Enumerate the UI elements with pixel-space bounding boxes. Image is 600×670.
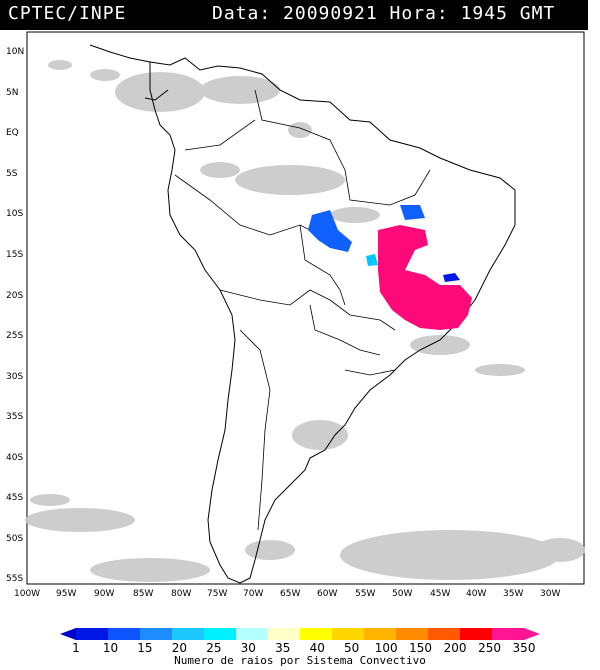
- colorbar-labels: 1 10 15 20 25 30 35 40 50 100 150 200 250 350: [72, 641, 535, 653]
- lon-label: 60W: [317, 589, 337, 599]
- lon-label: 70W: [243, 589, 263, 599]
- colorbar-swatch: [204, 628, 237, 640]
- lon-label: 50W: [392, 589, 412, 599]
- source-label: CPTEC/INPE: [8, 3, 127, 24]
- map-frame: [26, 31, 585, 585]
- colorbar-label: 100: [375, 641, 398, 653]
- lon-label: 45W: [430, 589, 450, 599]
- colorbar-label: 250: [478, 641, 501, 653]
- lon-label: 40W: [466, 589, 486, 599]
- colorbar-label: 50: [344, 641, 359, 653]
- lat-label: 50S: [6, 534, 23, 544]
- lat-label: 40S: [6, 453, 23, 463]
- lat-label: 5N: [6, 88, 18, 98]
- cloud-cover: [25, 60, 585, 582]
- lon-label: 80W: [171, 589, 191, 599]
- colorbar-swatch: [428, 628, 461, 640]
- colorbar: 1 10 15 20 25 30 35 40 50 100 150 200 250 350: [60, 628, 540, 653]
- lat-label: 55S: [6, 574, 23, 584]
- lat-label: 25S: [6, 331, 23, 341]
- colorbar-swatch: [396, 628, 429, 640]
- colorbar-label: 350: [513, 641, 536, 653]
- colorbar-swatch: [332, 628, 365, 640]
- country-borders: [174, 89, 431, 531]
- lightning-cell-blue-north: [400, 205, 425, 220]
- colorbar-arrow-right: [524, 628, 540, 640]
- coastlines: [89, 44, 516, 584]
- lightning-cell-blue-east: [443, 273, 460, 282]
- lat-label: EQ: [6, 128, 19, 138]
- colorbar-label: 150: [409, 641, 432, 653]
- colorbar-swatch: [172, 628, 205, 640]
- datetime-label: Data: 20090921 Hora: 1945 GMT: [212, 3, 556, 24]
- colorbar-swatch: [108, 628, 141, 640]
- longitude-labels: 100W 95W 90W 85W 80W 75W 70W 65W 60W 55W…: [14, 589, 560, 599]
- lightning-cell-cyan: [366, 254, 378, 266]
- lat-label: 45S: [6, 493, 23, 503]
- latitude-labels: 10N 5N EQ 5S 10S 15S 20S 25S 30S 35S 40S…: [6, 47, 24, 584]
- colorbar-swatch: [268, 628, 301, 640]
- lat-label: 35S: [6, 412, 23, 422]
- lightning-systems: [308, 205, 472, 330]
- lon-label: 30W: [540, 589, 560, 599]
- lat-label: 5S: [6, 169, 18, 179]
- lon-label: 100W: [14, 589, 40, 599]
- lon-label: 90W: [94, 589, 114, 599]
- colorbar-label: 40: [310, 641, 325, 653]
- lon-label: 75W: [207, 589, 227, 599]
- colorbar-swatches: [76, 628, 525, 640]
- lat-label: 30S: [6, 372, 23, 382]
- colorbar-label: 25: [206, 641, 221, 653]
- colorbar-label: 15: [137, 641, 152, 653]
- colorbar-swatch: [492, 628, 525, 640]
- lightning-map: 10N 5N EQ 5S 10S 15S 20S 25S 30S 35S 40S…: [6, 31, 585, 599]
- colorbar-label: 35: [275, 641, 290, 653]
- lon-label: 35W: [503, 589, 523, 599]
- colorbar-swatch: [460, 628, 493, 640]
- colorbar-swatch: [76, 628, 109, 640]
- lon-label: 95W: [56, 589, 76, 599]
- lat-label: 10S: [6, 209, 23, 219]
- lon-label: 65W: [280, 589, 300, 599]
- lightning-cell-magenta-main: [378, 225, 472, 330]
- lightning-cell-blue-west: [308, 210, 352, 252]
- colorbar-swatch: [300, 628, 333, 640]
- colorbar-caption: Numero de raios por Sistema Convectivo: [174, 654, 426, 667]
- colorbar-label: 30: [241, 641, 256, 653]
- colorbar-label: 20: [172, 641, 187, 653]
- colorbar-swatch: [236, 628, 269, 640]
- map-header: CPTEC/INPE Data: 20090921 Hora: 1945 GMT: [0, 0, 588, 30]
- colorbar-label: 1: [72, 641, 80, 653]
- colorbar-arrow-left: [60, 628, 76, 640]
- lat-label: 10N: [6, 47, 24, 57]
- colorbar-swatch: [140, 628, 173, 640]
- colorbar-swatch: [364, 628, 397, 640]
- lat-label: 20S: [6, 291, 23, 301]
- lat-label: 15S: [6, 250, 23, 260]
- lon-label: 85W: [133, 589, 153, 599]
- colorbar-label: 10: [103, 641, 118, 653]
- lon-label: 55W: [355, 589, 375, 599]
- colorbar-label: 200: [444, 641, 467, 653]
